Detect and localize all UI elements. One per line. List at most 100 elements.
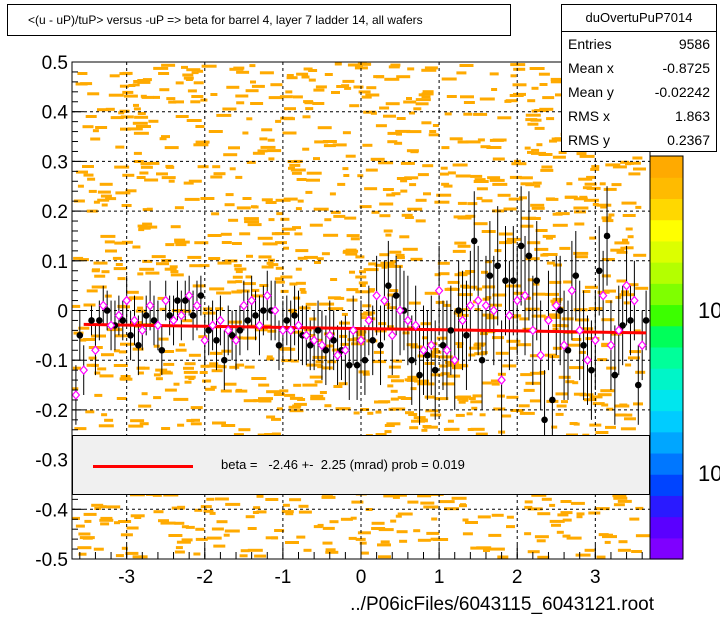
histogram-cell <box>504 99 512 103</box>
histogram-cell <box>524 532 532 536</box>
histogram-cell <box>184 375 196 379</box>
histogram-cell <box>321 252 330 256</box>
y-tick-label: 0.1 <box>42 252 68 273</box>
histogram-cell <box>343 174 350 177</box>
histogram-cell <box>200 98 208 102</box>
histogram-cell <box>319 391 327 394</box>
histogram-cell <box>137 112 146 115</box>
histogram-cell <box>301 75 310 79</box>
histogram-cell <box>578 350 586 354</box>
histogram-cell <box>224 203 235 207</box>
histogram-cell <box>530 118 542 122</box>
histogram-cell <box>325 550 339 554</box>
data-point <box>588 366 595 374</box>
histogram-cell <box>177 505 186 509</box>
histogram-cell <box>618 540 628 544</box>
histogram-cell <box>395 253 405 257</box>
histogram-cell <box>426 531 440 535</box>
data-point <box>184 290 194 301</box>
histogram-cell <box>100 522 110 526</box>
histogram-cell <box>549 139 557 143</box>
histogram-cell <box>221 349 232 353</box>
histogram-cell <box>454 241 467 245</box>
histogram-cell <box>275 119 282 123</box>
histogram-cell <box>444 287 460 291</box>
histogram-cell <box>480 332 488 336</box>
data-point <box>189 312 197 319</box>
histogram-cell <box>627 283 639 287</box>
histogram-cell <box>175 546 183 550</box>
histogram-cell <box>137 80 151 84</box>
data-point <box>403 315 413 326</box>
histogram-cell <box>635 370 646 374</box>
histogram-cell <box>407 67 415 71</box>
histogram-cell <box>165 164 174 168</box>
fit-legend: beta = -2.46 +- 2.25 (mrad) prob = 0.019 <box>72 435 650 495</box>
histogram-cell <box>330 278 338 281</box>
histogram-cell <box>352 330 366 334</box>
histogram-cell <box>465 521 478 524</box>
histogram-cell <box>133 103 139 107</box>
data-point <box>520 290 530 301</box>
histogram-cell <box>333 385 343 388</box>
histogram-cell <box>608 213 615 217</box>
histogram-cell <box>114 165 130 169</box>
histogram-cell <box>444 112 452 116</box>
histogram-cell <box>506 525 515 529</box>
histogram-cell <box>530 203 545 207</box>
histogram-cell <box>93 200 100 204</box>
histogram-cell <box>83 173 94 177</box>
histogram-cell <box>390 389 398 393</box>
histogram-cell <box>164 388 177 392</box>
histogram-cell <box>481 270 488 274</box>
data-point <box>478 356 486 364</box>
histogram-cell <box>95 126 108 129</box>
histogram-cell <box>132 83 140 87</box>
histogram-cell <box>97 190 111 194</box>
histogram-cell <box>210 93 218 96</box>
x-tick-label: -3 <box>118 567 135 588</box>
histogram-cell <box>297 199 304 203</box>
histogram-cell <box>531 314 546 318</box>
histogram-cell <box>345 248 357 252</box>
histogram-cell <box>250 80 256 84</box>
x-axis-title: ../P06icFiles/6043115_6043121.root <box>350 594 654 615</box>
data-point <box>505 310 514 321</box>
histogram-cell <box>322 526 335 530</box>
histogram-cell <box>329 520 339 524</box>
histogram-cell <box>620 246 627 250</box>
histogram-cell <box>612 165 627 169</box>
histogram-cell <box>173 397 189 401</box>
histogram-cell <box>360 312 373 316</box>
histogram-cell <box>317 523 324 527</box>
histogram-cell <box>142 78 152 82</box>
histogram-cell <box>271 432 281 436</box>
histogram-cell <box>410 387 417 391</box>
histogram-cell <box>295 207 302 211</box>
histogram-cell <box>288 166 295 170</box>
histogram-cell <box>312 355 327 359</box>
histogram-cell <box>93 547 104 551</box>
histogram-cell <box>367 411 374 415</box>
histogram-cell <box>549 503 556 507</box>
stats-name: duOvertuPuP7014 <box>562 5 716 32</box>
data-point <box>356 335 366 346</box>
histogram-cell <box>280 289 289 293</box>
histogram-cell <box>527 278 534 282</box>
histogram-cell <box>534 535 549 539</box>
histogram-cell <box>286 76 298 80</box>
histogram-cell <box>191 95 204 98</box>
data-point <box>169 315 178 326</box>
histogram-cell <box>120 377 133 381</box>
histogram-cell <box>113 364 128 367</box>
data-point <box>221 356 228 364</box>
histogram-cell <box>413 529 421 533</box>
histogram-cell <box>391 407 406 411</box>
data-point <box>96 317 103 324</box>
histogram-cell <box>197 165 209 169</box>
histogram-cell <box>569 366 585 370</box>
histogram-cell <box>266 390 282 394</box>
histogram-cell <box>519 196 527 200</box>
histogram-cell <box>276 407 283 411</box>
palette-band <box>650 283 683 306</box>
